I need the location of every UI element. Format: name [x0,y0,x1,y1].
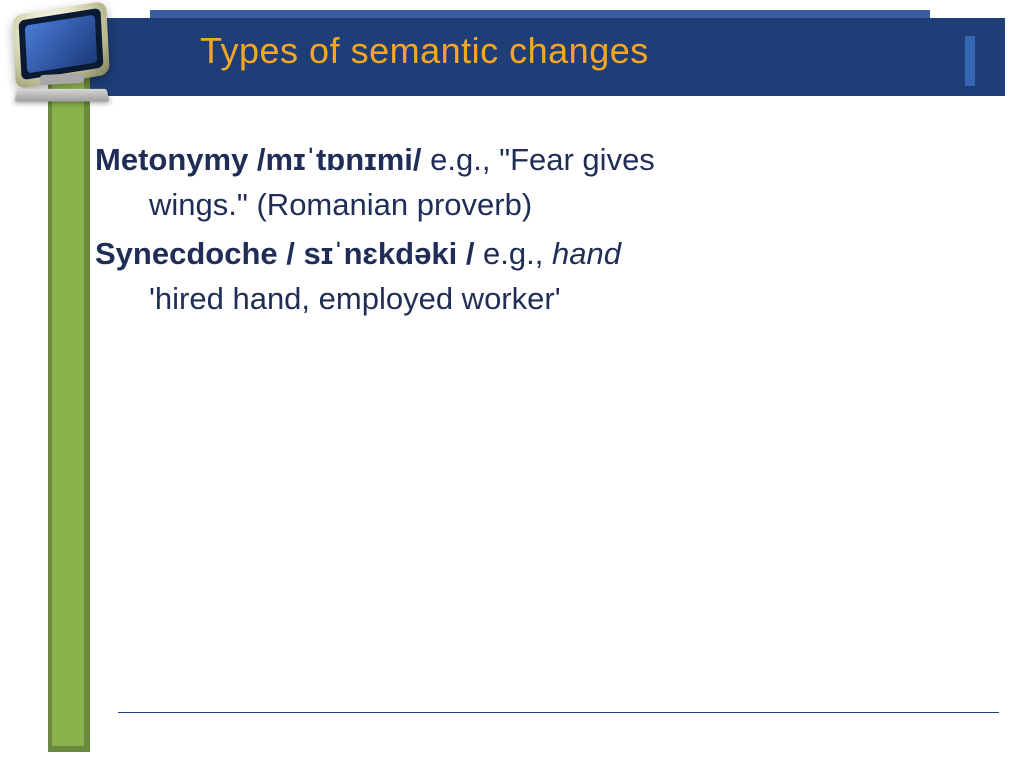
monitor-base [40,73,84,85]
title-top-stripe [150,10,930,18]
body-item-metonymy: Metonymy /mɪˈtɒnɪmi/ e.g., "Fear gives w… [95,138,975,228]
metonymy-example-part1: e.g., "Fear gives [422,142,655,177]
metonymy-example-cont: wings." (Romanian proverb) [95,183,975,228]
title-accent-bar [965,36,975,86]
body-item-synecdoche: Synecdoche / sɪˈnɛkdəki / e.g., hand 'hi… [95,232,975,322]
bottom-divider [118,712,999,713]
monitor-icon [6,6,116,106]
slide: Types of semantic changes Metonymy /mɪˈt… [0,0,1024,768]
synecdoche-example-italic: hand [552,236,621,271]
keyboard-icon [14,89,109,102]
side-bar-inner [52,66,84,746]
synecdoche-example-cont: 'hired hand, employed worker' [95,277,975,322]
synecdoche-eg-label: e.g., [474,236,552,271]
term-metonymy: Metonymy /mɪˈtɒnɪmi/ [95,142,422,177]
slide-body: Metonymy /mɪˈtɒnɪmi/ e.g., "Fear gives w… [95,138,975,326]
slide-title: Types of semantic changes [200,30,649,72]
term-synecdoche: Synecdoche / sɪˈnɛkdəki / [95,236,474,271]
